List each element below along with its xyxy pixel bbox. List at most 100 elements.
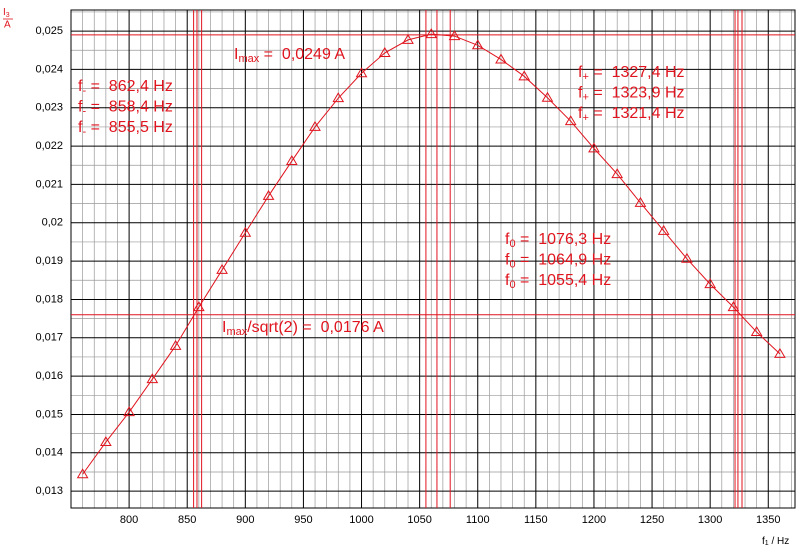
annotation: f0 = 1064,9 Hz	[505, 252, 611, 271]
annotation: f+ = 1327,4 Hz	[578, 64, 685, 83]
y-tick-label: 0,018	[35, 293, 63, 305]
annotation-text: = 1321,4 Hz	[589, 105, 685, 122]
data-point	[657, 224, 670, 235]
y-tick-label: 0,014	[35, 447, 63, 459]
y-axis-label: I3	[3, 7, 10, 19]
annotation-text: = 855,5 Hz	[86, 119, 173, 136]
x-tick-label: 1100	[466, 514, 490, 526]
annotation-text: = 1055,4 Hz	[516, 272, 612, 289]
y-tick-label: 0,013	[35, 485, 63, 497]
y-axis-label-unit: A	[4, 20, 11, 31]
data-point	[750, 326, 763, 337]
annotation-text: = 1323,9 Hz	[589, 85, 685, 102]
data-point	[123, 406, 135, 417]
x-tick-label: 1150	[524, 514, 548, 526]
y-tick-label: 0,017	[35, 332, 63, 344]
annotation-symbol: f	[78, 78, 83, 95]
data-point	[774, 347, 786, 358]
annotation-text: /sqrt(2) = 0,0176 A	[247, 319, 384, 336]
annotation: f0 = 1076,3 Hz	[505, 231, 611, 250]
annotation-text: = 1076,3 Hz	[516, 231, 612, 248]
data-point	[541, 91, 554, 102]
annotation: f- = 862,4 Hz	[78, 78, 173, 97]
y-tick-label: 0,023	[35, 102, 63, 114]
data-point	[471, 39, 484, 50]
data-point	[309, 120, 321, 131]
x-axis-label: f1 / Hz	[762, 536, 789, 547]
annotation-sub: -	[82, 126, 86, 138]
annotation-sub: 0	[509, 238, 515, 250]
y-tick-label: 0,019	[35, 255, 63, 267]
data-point	[76, 468, 89, 479]
annotation-text: = 862,4 Hz	[86, 78, 173, 95]
annotation-text: = 1064,9 Hz	[516, 252, 612, 269]
data-point	[285, 155, 298, 166]
annotation-symbol: f	[578, 85, 583, 102]
y-tick-label: 0,016	[35, 370, 63, 382]
annotation-sub: +	[582, 91, 588, 103]
data-point	[262, 189, 275, 200]
annotation: f0 = 1055,4 Hz	[505, 272, 611, 291]
data-line	[82, 33, 781, 475]
annotation-text: = 858,4 Hz	[86, 99, 173, 116]
y-tick-label: 0,02	[42, 217, 63, 229]
data-point	[564, 115, 577, 126]
annotation-sub: +	[582, 112, 588, 124]
y-tick-label: 0,015	[35, 408, 63, 420]
annotation-symbol: f	[578, 64, 583, 81]
annotation: f+ = 1321,4 Hz	[578, 105, 685, 124]
data-point	[611, 168, 624, 179]
annotation-sub: 0	[509, 279, 515, 291]
x-tick-label: 1200	[582, 514, 606, 526]
y-label-symbol: I	[3, 7, 6, 18]
y-tick-label: 0,024	[35, 63, 63, 75]
data-point	[704, 278, 717, 289]
annotation-symbol: f	[505, 231, 510, 248]
data-point	[355, 67, 368, 78]
data-point	[239, 226, 252, 237]
plot-frame	[70, 9, 796, 509]
annotation-sub: 0	[509, 258, 515, 270]
x-tick-label: 950	[294, 514, 312, 526]
data-point	[448, 30, 461, 41]
data-point	[588, 142, 600, 153]
x-tick-label: 900	[236, 514, 254, 526]
data-point	[727, 301, 740, 312]
annotation: f+ = 1323,9 Hz	[578, 85, 685, 104]
annotation-text: = 1327,4 Hz	[589, 64, 685, 81]
x-label-symbol: f	[762, 536, 765, 547]
x-label-text: / Hz	[769, 536, 790, 547]
annotation-symbol: I	[234, 46, 238, 63]
y-label-sub: 3	[6, 12, 10, 19]
y-tick-label: 0,025	[35, 25, 63, 37]
data-point	[169, 339, 182, 350]
y-tick-label: 0,022	[35, 140, 63, 152]
data-point	[402, 33, 414, 44]
x-tick-label: 800	[120, 514, 138, 526]
data-point	[332, 92, 345, 103]
data-point	[378, 46, 391, 57]
data-point	[495, 53, 507, 64]
x-label-sub: 1	[765, 540, 769, 547]
data-point	[681, 252, 693, 263]
data-point	[518, 70, 531, 81]
data-point	[99, 436, 112, 447]
annotation: f- = 855,5 Hz	[78, 119, 173, 138]
annotation-sub: max	[238, 53, 259, 65]
annotation-sub: -	[82, 85, 86, 97]
annotation: f- = 858,4 Hz	[78, 99, 173, 118]
annotation-symbol: f	[78, 99, 83, 116]
annotation-sub: -	[82, 105, 86, 117]
annotation-symbol: I	[222, 319, 226, 336]
data-point	[216, 263, 228, 274]
annotation: Imax = 0,0249 A	[234, 46, 345, 65]
x-tick-label: 1050	[407, 514, 431, 526]
annotation-sub: +	[582, 71, 588, 83]
x-tick-label: 850	[178, 514, 196, 526]
data-point	[425, 28, 438, 39]
x-tick-label: 1350	[756, 514, 780, 526]
annotation-symbol: f	[505, 252, 510, 269]
annotation-symbol: f	[78, 119, 83, 136]
data-point	[192, 301, 205, 312]
